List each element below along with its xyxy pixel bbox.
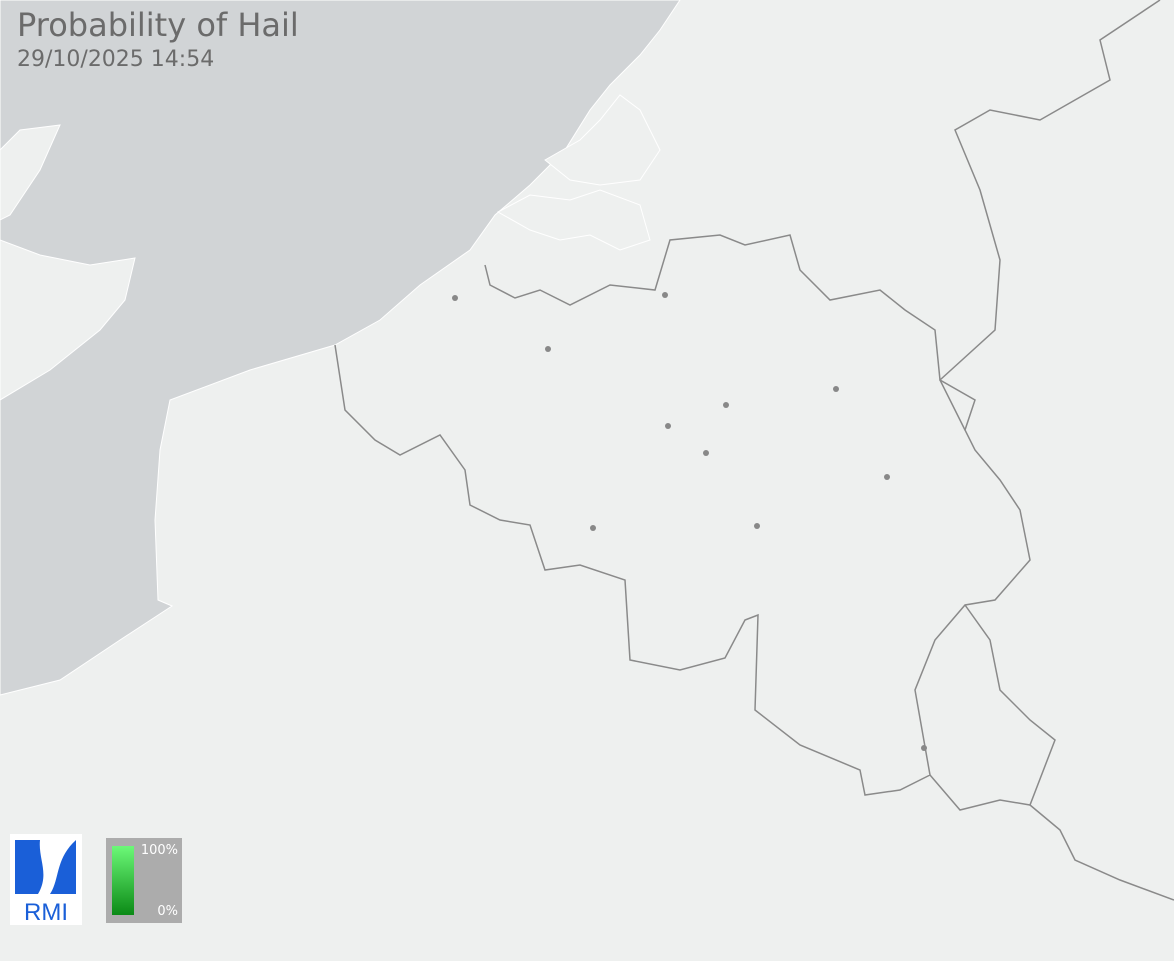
- rmi-logo: RMI: [10, 834, 82, 926]
- sea: [0, 0, 681, 696]
- timestamp: 29/10/2025 14:54: [17, 47, 215, 72]
- svg-text:RMI: RMI: [24, 899, 68, 925]
- belgium-border: [334, 234, 1031, 796]
- city-marker: [452, 295, 458, 301]
- city-marker: [665, 423, 671, 429]
- legend-max-label: 100%: [140, 843, 178, 858]
- netherlands-germany-border: [939, 0, 1161, 431]
- luxembourg-border: [929, 604, 1056, 811]
- england-land: [0, 239, 136, 401]
- city-marker: [545, 346, 551, 352]
- city-marker: [884, 474, 890, 480]
- legend-gradient-bar: [112, 846, 134, 915]
- city-marker: [590, 525, 596, 531]
- germany-france-border: [1029, 804, 1174, 901]
- england-land-north: [0, 124, 61, 221]
- city-marker: [662, 292, 668, 298]
- city-marker: [754, 523, 760, 529]
- map-title: Probability of Hail: [17, 6, 299, 44]
- city-marker: [703, 450, 709, 456]
- probability-legend: 100% 0%: [106, 838, 182, 923]
- city-marker: [921, 745, 927, 751]
- zeeland-islands-north: [544, 94, 661, 186]
- city-marker: [723, 402, 729, 408]
- legend-min-label: 0%: [157, 904, 178, 919]
- city-marker: [833, 386, 839, 392]
- zeeland-islands: [496, 189, 651, 251]
